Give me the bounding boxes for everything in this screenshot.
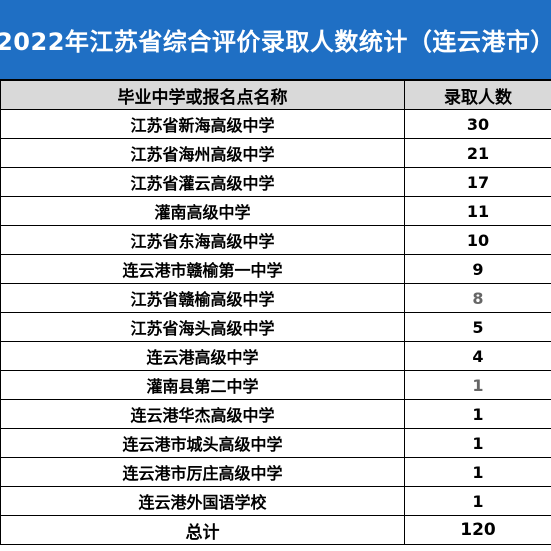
school-name-cell: 灌南高级中学 [0, 196, 405, 226]
school-name-cell: 连云港外国语学校 [0, 486, 405, 516]
table-row: 江苏省海州高级中学 21 [0, 138, 551, 168]
school-name-cell: 江苏省灌云高级中学 [0, 167, 405, 197]
table-row: 连云港高级中学 4 [0, 341, 551, 371]
table-row: 连云港市赣榆第一中学 9 [0, 254, 551, 284]
admission-count-cell: 5 [404, 312, 551, 342]
admission-count-cell: 30 [404, 109, 551, 139]
school-name-cell: 江苏省新海高级中学 [0, 109, 405, 139]
school-name-cell: 江苏省海州高级中学 [0, 138, 405, 168]
table-row: 江苏省新海高级中学 30 [0, 109, 551, 139]
title-banner: 2022年江苏省综合评价录取人数统计（连云港市） [0, 0, 551, 80]
school-name-cell: 江苏省海头高级中学 [0, 312, 405, 342]
school-name-cell: 江苏省赣榆高级中学 [0, 283, 405, 313]
total-row: 总计 120 [0, 515, 551, 545]
table-row: 灌南高级中学 11 [0, 196, 551, 226]
table-row: 江苏省海头高级中学 5 [0, 312, 551, 342]
table-row: 连云港市城头高级中学 1 [0, 428, 551, 458]
admission-count-cell: 10 [404, 225, 551, 255]
admission-count-cell: 1 [404, 457, 551, 487]
admission-count-cell: 1 [404, 399, 551, 429]
admission-count-cell: 1 [404, 486, 551, 516]
school-name-cell: 连云港市赣榆第一中学 [0, 254, 405, 284]
table-row: 灌南县第二中学 1 [0, 370, 551, 400]
table-row: 江苏省灌云高级中学 17 [0, 167, 551, 197]
admission-count-cell: 1 [404, 428, 551, 458]
admission-count-cell: 21 [404, 138, 551, 168]
school-name-cell: 江苏省东海高级中学 [0, 225, 405, 255]
admission-count-cell: 8 [404, 283, 551, 313]
table-row: 连云港外国语学校 1 [0, 486, 551, 516]
page-title: 2022年江苏省综合评价录取人数统计（连云港市） [0, 28, 551, 56]
school-name-cell: 连云港市城头高级中学 [0, 428, 405, 458]
total-label-cell: 总计 [0, 515, 405, 545]
school-name-cell: 连云港市厉庄高级中学 [0, 457, 405, 487]
admission-count-cell: 4 [404, 341, 551, 371]
school-name-cell: 连云港高级中学 [0, 341, 405, 371]
admission-count-cell: 9 [404, 254, 551, 284]
school-name-cell: 灌南县第二中学 [0, 370, 405, 400]
table-body: 江苏省新海高级中学 30 江苏省海州高级中学 21 江苏省灌云高级中学 17 灌… [0, 109, 551, 545]
table-row: 江苏省东海高级中学 10 [0, 225, 551, 255]
column-header-school: 毕业中学或报名点名称 [0, 80, 405, 110]
admission-table: 毕业中学或报名点名称 录取人数 江苏省新海高级中学 30 江苏省海州高级中学 2… [0, 80, 551, 545]
table-header-row: 毕业中学或报名点名称 录取人数 [0, 80, 551, 110]
table-row: 连云港华杰高级中学 1 [0, 399, 551, 429]
table-row: 连云港市厉庄高级中学 1 [0, 457, 551, 487]
admission-count-cell: 17 [404, 167, 551, 197]
admission-count-cell: 11 [404, 196, 551, 226]
table-row: 江苏省赣榆高级中学 8 [0, 283, 551, 313]
admission-count-cell: 1 [404, 370, 551, 400]
total-count-cell: 120 [404, 515, 551, 545]
school-name-cell: 连云港华杰高级中学 [0, 399, 405, 429]
column-header-count: 录取人数 [404, 80, 551, 110]
